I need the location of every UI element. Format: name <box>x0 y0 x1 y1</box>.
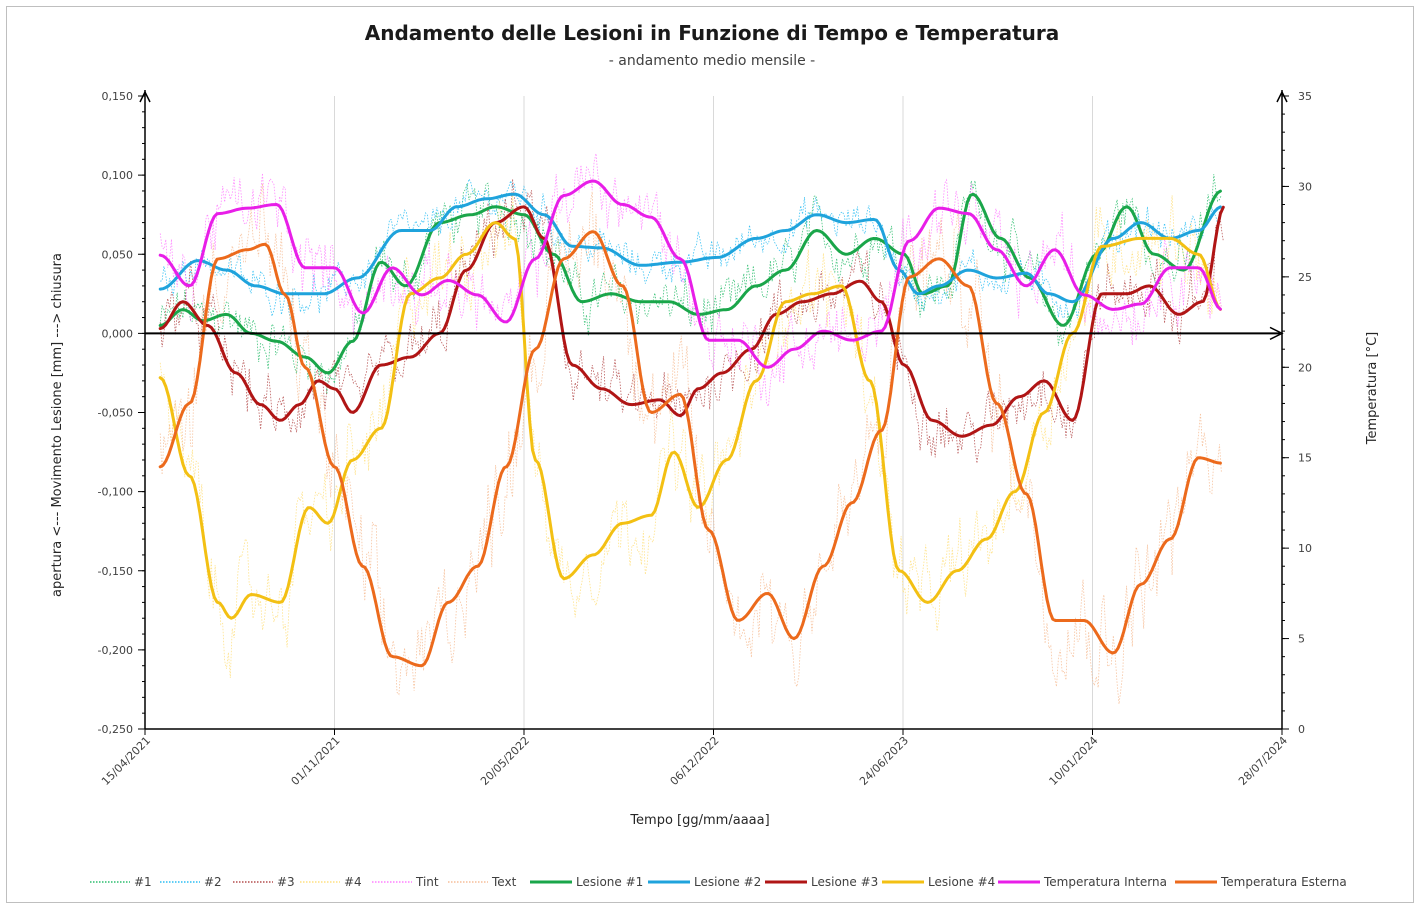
grid-lines <box>144 96 1283 729</box>
y-tick-label: -0,050 <box>98 407 133 420</box>
y2-tick-label: 10 <box>1298 542 1312 555</box>
y2-tick-label: 30 <box>1298 180 1312 193</box>
x-tick-label: 01/11/2021 <box>289 734 343 788</box>
x-tick-label: 20/05/2022 <box>478 734 532 788</box>
y-tick-label: -0,250 <box>98 723 133 736</box>
legend-item: Lesione #3 <box>765 875 878 889</box>
y-tick-label: 0,050 <box>102 248 134 261</box>
series-line-temperatura-interna <box>158 179 1222 369</box>
y2-tick-label: 25 <box>1298 271 1312 284</box>
series-line-lesione-4 <box>158 221 1222 620</box>
legend-label: Text <box>491 875 517 889</box>
legend-label: #4 <box>344 875 362 889</box>
y-tick-label: -0,150 <box>98 565 133 578</box>
legend-item: Tint <box>372 875 439 889</box>
zero-line-arrow <box>1269 326 1284 341</box>
legend-label: Lesione #2 <box>694 875 761 889</box>
x-tick-label: 15/04/2021 <box>99 734 153 788</box>
legend-item: Temperatura Interna <box>998 875 1167 889</box>
y-axis-title: apertura <--- Movimento Lesione [mm] ---… <box>50 253 65 597</box>
series-line-lesione-3 <box>158 205 1225 438</box>
y-tick-label: -0,200 <box>98 644 133 657</box>
legend-label: Lesione #3 <box>811 875 878 889</box>
series-line-lesione-1 <box>158 189 1222 375</box>
y2-tick-label: 5 <box>1298 633 1305 646</box>
series-line-lesione-2 <box>158 192 1222 304</box>
legend-label: #2 <box>204 875 222 889</box>
legend-label: Lesione #1 <box>576 875 643 889</box>
legend: #1 #2 #3 #4 Tint Text Lesione #1 Lesione #2 Lesi… <box>90 875 1347 889</box>
y-axis-arrow <box>139 90 151 103</box>
legend-item: Lesione #4 <box>882 875 995 889</box>
y2-tick-label: 15 <box>1298 452 1312 465</box>
x-tick-label: 24/06/2023 <box>857 734 911 788</box>
legend-item: Lesione #2 <box>648 875 761 889</box>
legend-label: Tint <box>415 875 439 889</box>
y-tick-label: -0,100 <box>98 486 133 499</box>
raw-series-n4 <box>159 193 1222 679</box>
smooth-series-layer <box>158 179 1225 668</box>
chart-subtitle: - andamento medio mensile - <box>609 53 815 69</box>
x-tick-label: 28/07/2024 <box>1236 734 1290 788</box>
x-tick-label: 06/12/2022 <box>668 734 722 788</box>
y2-tick-label: 20 <box>1298 361 1312 374</box>
legend-label: #1 <box>134 875 152 889</box>
y-tick-label: 0,150 <box>102 90 134 103</box>
legend-label: #3 <box>277 875 295 889</box>
legend-item: #2 <box>160 875 222 889</box>
legend-label: Temperatura Esterna <box>1220 875 1347 889</box>
legend-item: #1 <box>90 875 152 889</box>
legend-item: #3 <box>233 875 295 889</box>
axes: 0,150 0,100 0,050 0,000 -0,050 -0,100 -0,150 -0… <box>98 90 1312 788</box>
y-tick-label: 0,100 <box>102 169 134 182</box>
x-axis-title: Tempo [gg/mm/aaaa] <box>629 813 769 828</box>
y-tick-label: 0,000 <box>102 327 134 340</box>
raw-series-text <box>159 183 1222 705</box>
chart-title: Andamento delle Lesioni in Funzione di T… <box>365 21 1059 45</box>
legend-label: Temperatura Interna <box>1043 875 1167 889</box>
y2-axis-title: Temperatura [°C] <box>1365 332 1380 445</box>
y2-axis-arrow <box>1276 90 1288 103</box>
series-line-temperatura-esterna <box>158 230 1222 668</box>
raw-series-n2 <box>160 177 1222 321</box>
chart-frame <box>6 6 1414 903</box>
x-tick-label: 10/01/2024 <box>1047 734 1101 788</box>
y2-tick-label: 35 <box>1298 90 1312 103</box>
legend-item: #4 <box>300 875 362 889</box>
legend-label: Lesione #4 <box>928 875 995 889</box>
legend-item: Lesione #1 <box>530 875 643 889</box>
y2-tick-label: 0 <box>1298 723 1305 736</box>
legend-item: Temperatura Esterna <box>1175 875 1347 889</box>
legend-item: Text <box>448 875 517 889</box>
